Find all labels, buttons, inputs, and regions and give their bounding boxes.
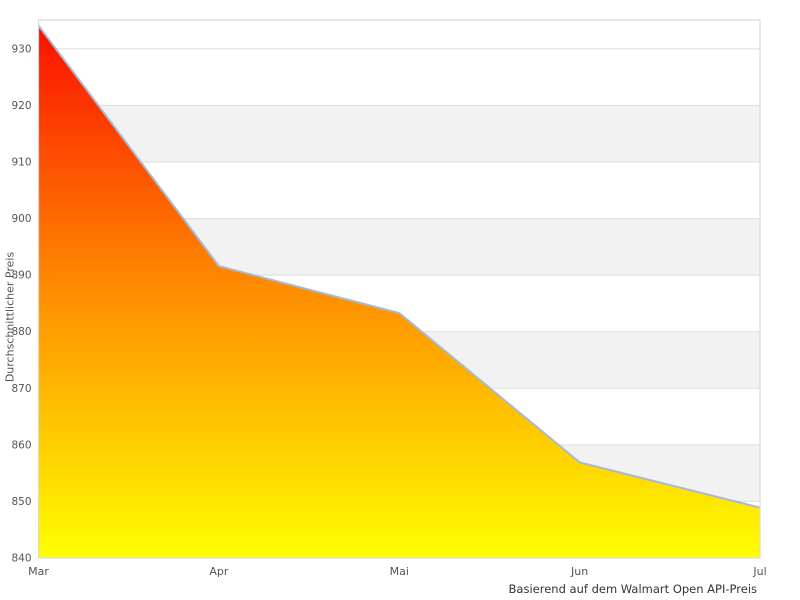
x-tick-label: Apr bbox=[209, 565, 229, 578]
x-tick-label: Jul bbox=[752, 565, 766, 578]
y-tick-label: 870 bbox=[11, 383, 31, 395]
area-series-fill bbox=[38, 25, 760, 558]
y-tick-label: 930 bbox=[11, 43, 31, 55]
y-tick-label: 850 bbox=[11, 496, 31, 508]
chart-source-caption: Basierend auf dem Walmart Open API-Preis bbox=[508, 582, 757, 596]
grid-band bbox=[38, 105, 760, 162]
y-tick-label: 880 bbox=[11, 326, 31, 338]
y-tick-label: 900 bbox=[11, 213, 31, 225]
series-line bbox=[37, 25, 761, 509]
x-tick-label: Mai bbox=[390, 565, 409, 578]
x-tick-label: Mar bbox=[28, 565, 49, 578]
y-tick-label: 920 bbox=[11, 100, 31, 112]
y-axis-title: Durchschnittlicher Preis bbox=[3, 251, 17, 383]
y-tick-label: 910 bbox=[11, 156, 31, 168]
plot-border bbox=[37, 19, 761, 559]
y-tick-label: 890 bbox=[11, 270, 31, 282]
x-tick-label: Jun bbox=[570, 565, 588, 578]
y-tick-label: 840 bbox=[11, 553, 31, 565]
y-tick-label: 860 bbox=[11, 439, 31, 451]
